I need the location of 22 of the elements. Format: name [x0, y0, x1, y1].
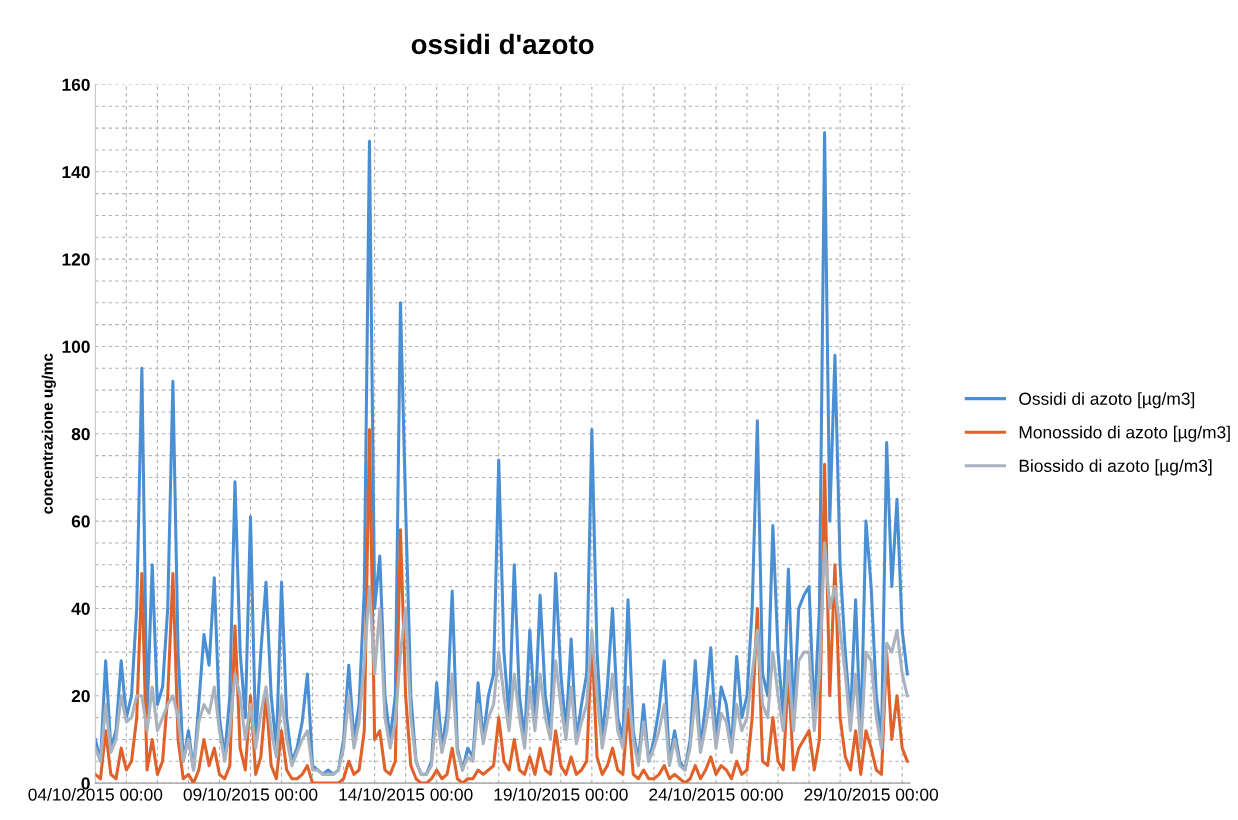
- x-tick-label: 09/10/2015 00:00: [183, 787, 318, 801]
- legend-label: Biossido di azoto [µg/m3]: [1019, 459, 1212, 476]
- y-tick-label: 140: [62, 165, 90, 179]
- x-tick-label: 04/10/2015 00:00: [28, 787, 163, 801]
- line-series: [95, 130, 909, 776]
- y-tick-label: 20: [71, 689, 90, 703]
- y-tick-label: 40: [71, 602, 90, 615]
- y-axis-title: concentrazione ug/mc: [41, 353, 56, 514]
- chart-title: ossidi d'azoto: [411, 33, 594, 55]
- y-tick-label: 80: [71, 427, 90, 441]
- legend-label: Monossido di azoto [µg/m3]: [1019, 425, 1230, 442]
- line-series: [95, 541, 909, 776]
- y-tick-label: 60: [71, 515, 90, 528]
- x-tick-label: 19/10/2015 00:00: [494, 787, 628, 801]
- y-tick-label: 0: [81, 777, 90, 790]
- x-tick-label: 14/10/2015 00:00: [339, 787, 473, 801]
- y-tick-label: 120: [62, 253, 90, 266]
- x-tick-label: 24/10/2015 00:00: [649, 787, 783, 801]
- x-tick-label: 29/10/2015 00:00: [804, 787, 939, 801]
- y-tick-label: 100: [62, 340, 90, 353]
- y-tick-label: 160: [62, 78, 90, 91]
- legend-label: Ossidi di azoto [µg/m3]: [1019, 392, 1195, 409]
